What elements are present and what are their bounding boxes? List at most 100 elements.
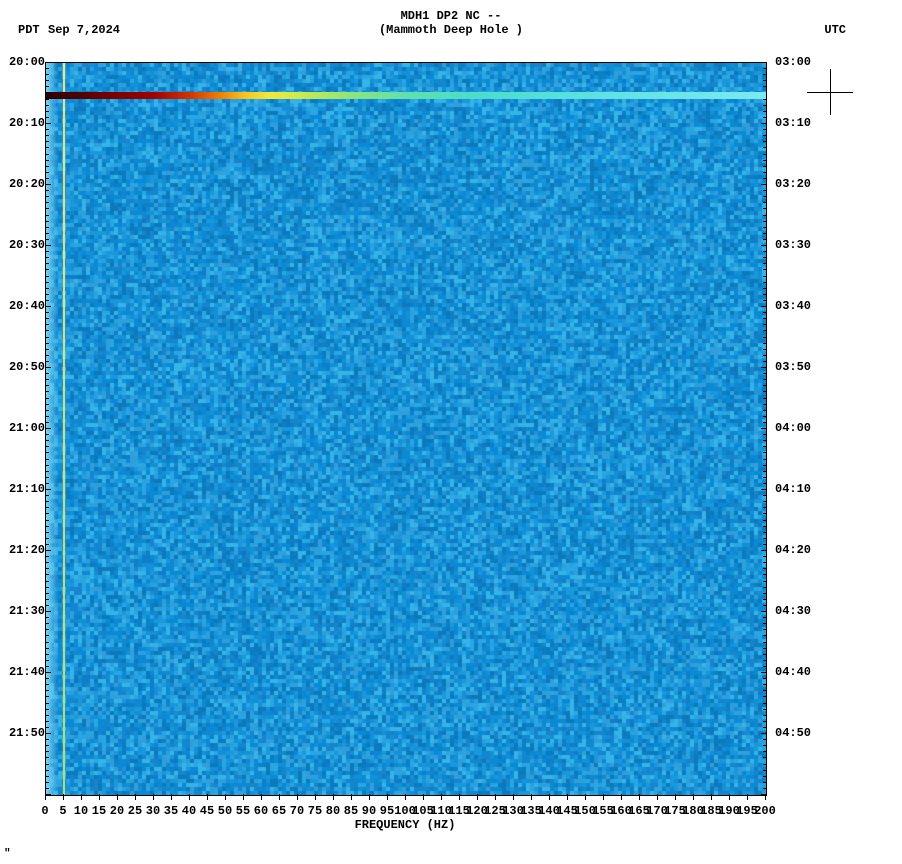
y-right-label: 03:50 [767, 361, 845, 373]
y-left-minor-tick [45, 477, 49, 478]
y-left-minor-tick [45, 623, 49, 624]
y-left-minor-tick [45, 538, 49, 539]
y-left-minor-tick [45, 263, 49, 264]
y-right-label: 04:40 [767, 666, 845, 678]
y-right-minor-tick [763, 282, 767, 283]
y-right-minor-tick [763, 446, 767, 447]
y-left-minor-tick [45, 398, 49, 399]
tz-right-label: UTC [824, 23, 846, 37]
x-tick [621, 794, 622, 800]
y-left-minor-tick [45, 459, 49, 460]
y-left-minor-tick [45, 434, 49, 435]
y-left-minor-tick [45, 532, 49, 533]
y-right-minor-tick [763, 416, 767, 417]
x-tick [657, 794, 658, 800]
y-left-minor-tick [45, 751, 49, 752]
y-right-minor-tick [763, 562, 767, 563]
x-tick [243, 794, 244, 800]
y-left-minor-tick [45, 587, 49, 588]
y-left-minor-tick [45, 269, 49, 270]
y-right-label: 03:20 [767, 178, 845, 190]
y-left-minor-tick [45, 233, 49, 234]
x-tick [549, 794, 550, 800]
y-right-minor-tick [763, 452, 767, 453]
y-right-minor-tick [763, 648, 767, 649]
y-left-minor-tick [45, 300, 49, 301]
x-tick-label: 80 [326, 804, 340, 818]
y-left-label: 20:30 [0, 239, 45, 251]
x-tick [765, 794, 766, 800]
y-left-minor-tick [45, 544, 49, 545]
y-left-minor-tick [45, 80, 49, 81]
y-right-label: 04:00 [767, 422, 845, 434]
y-left-minor-tick [45, 330, 49, 331]
y-left-minor-tick [45, 782, 49, 783]
y-right-minor-tick [763, 190, 767, 191]
y-left-minor-tick [45, 721, 49, 722]
y-right-label: 04:30 [767, 605, 845, 617]
y-right-minor-tick [763, 495, 767, 496]
x-tick [387, 794, 388, 800]
x-tick [639, 794, 640, 800]
y-left-tick [45, 611, 51, 612]
y-left-minor-tick [45, 513, 49, 514]
y-right-minor-tick [763, 471, 767, 472]
y-right-minor-tick [763, 459, 767, 460]
y-left-label: 21:30 [0, 605, 45, 617]
y-left-tick [45, 672, 51, 673]
y-right-minor-tick [763, 294, 767, 295]
x-tick-label: 90 [362, 804, 376, 818]
x-tick-label: 30 [146, 804, 160, 818]
x-tick-label: 10 [74, 804, 88, 818]
y-left-minor-tick [45, 715, 49, 716]
y-right-minor-tick [763, 233, 767, 234]
y-right-minor-tick [763, 166, 767, 167]
x-tick [261, 794, 262, 800]
x-tick [63, 794, 64, 800]
y-left-tick [45, 184, 51, 185]
y-left-minor-tick [45, 178, 49, 179]
y-left-minor-tick [45, 349, 49, 350]
y-right-minor-tick [763, 605, 767, 606]
y-left-minor-tick [45, 257, 49, 258]
y-left-minor-tick [45, 324, 49, 325]
y-left-minor-tick [45, 593, 49, 594]
y-right-minor-tick [763, 440, 767, 441]
y-left-minor-tick [45, 318, 49, 319]
y-left-minor-tick [45, 141, 49, 142]
y-right-minor-tick [763, 141, 767, 142]
x-tick [225, 794, 226, 800]
x-tick [135, 794, 136, 800]
x-tick-label: 15 [92, 804, 106, 818]
y-right-minor-tick [763, 86, 767, 87]
y-left-minor-tick [45, 709, 49, 710]
y-right-minor-tick [763, 343, 767, 344]
x-tick-label: 65 [272, 804, 286, 818]
y-right-label: 04:10 [767, 483, 845, 495]
x-tick-label: 95 [380, 804, 394, 818]
x-tick [585, 794, 586, 800]
y-left-minor-tick [45, 507, 49, 508]
y-right-label: 04:50 [767, 727, 845, 739]
y-right-minor-tick [763, 269, 767, 270]
x-tick [45, 794, 46, 800]
x-tick [405, 794, 406, 800]
y-left-minor-tick [45, 276, 49, 277]
y-left-minor-tick [45, 617, 49, 618]
y-right-minor-tick [763, 398, 767, 399]
y-left-label: 20:00 [0, 56, 45, 68]
y-left-minor-tick [45, 172, 49, 173]
y-right-minor-tick [763, 745, 767, 746]
y-right-minor-tick [763, 263, 767, 264]
x-tick [675, 794, 676, 800]
y-right-minor-tick [763, 312, 767, 313]
y-left-minor-tick [45, 776, 49, 777]
station-title: MDH1 DP2 NC -- [0, 9, 902, 23]
y-right-minor-tick [763, 251, 767, 252]
y-left-minor-tick [45, 727, 49, 728]
y-left-minor-tick [45, 129, 49, 130]
y-left-minor-tick [45, 599, 49, 600]
y-right-minor-tick [763, 574, 767, 575]
corner-mark: " [4, 848, 11, 860]
y-right-minor-tick [763, 324, 767, 325]
